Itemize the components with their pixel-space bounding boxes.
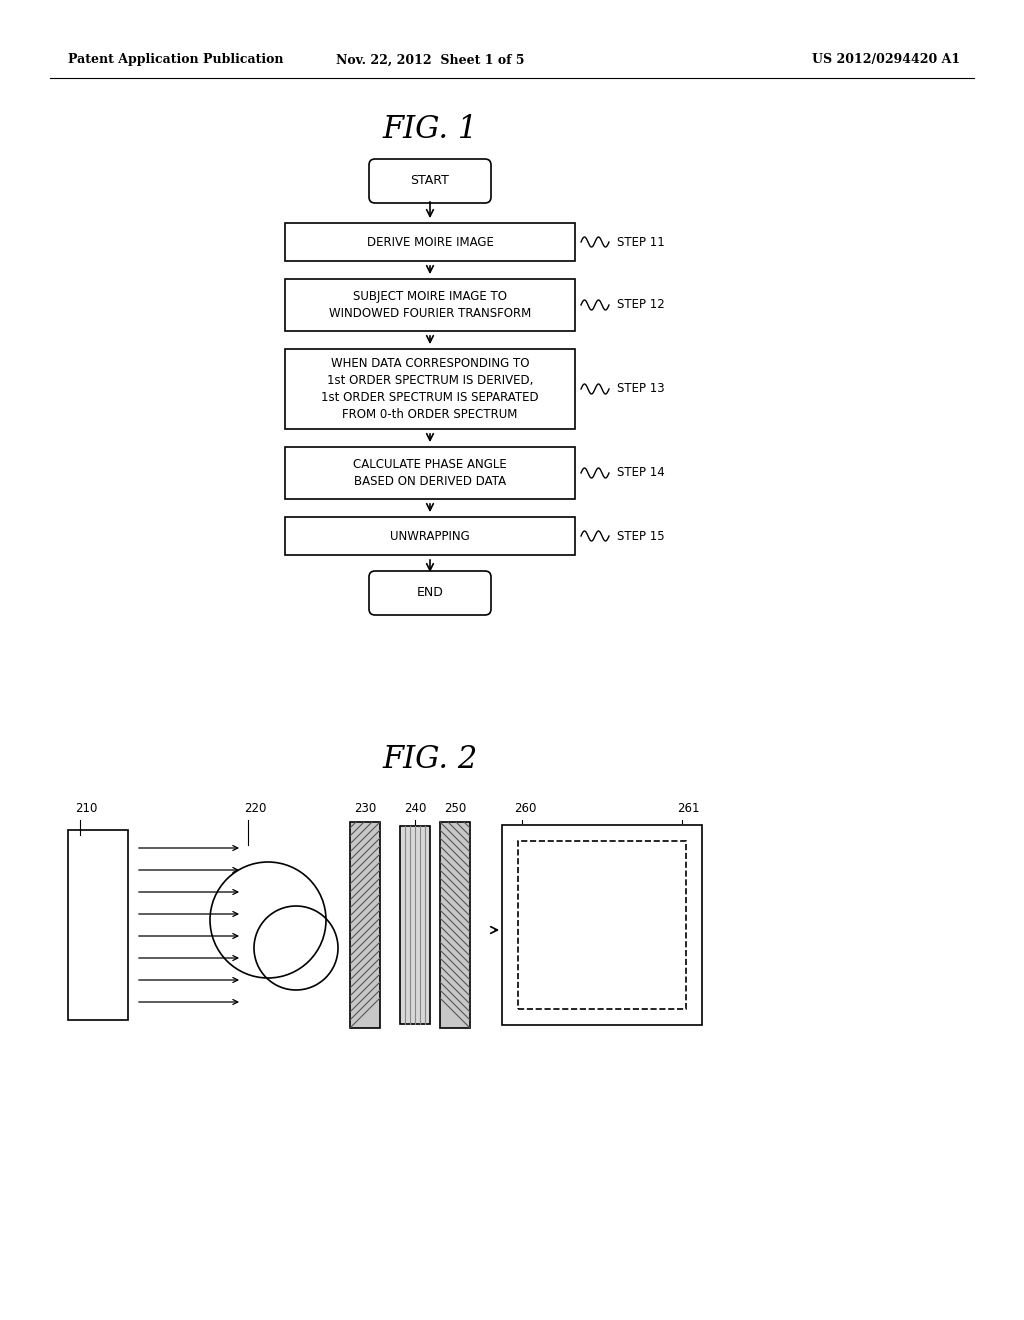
Text: SUBJECT MOIRE IMAGE TO
WINDOWED FOURIER TRANSFORM: SUBJECT MOIRE IMAGE TO WINDOWED FOURIER … [329,290,531,319]
Text: 230: 230 [354,801,376,814]
Text: END: END [417,586,443,599]
Text: 261: 261 [677,801,699,814]
Bar [285,223,575,261]
Bar [400,826,430,1024]
Text: 260: 260 [514,801,537,814]
Text: 250: 250 [443,801,466,814]
Text: STEP 11: STEP 11 [617,235,665,248]
Text: DERIVE MOIRE IMAGE: DERIVE MOIRE IMAGE [367,235,494,248]
Bar [440,822,470,1028]
Text: 240: 240 [403,801,426,814]
FancyBboxPatch shape [369,158,490,203]
Text: STEP 15: STEP 15 [617,529,665,543]
Bar [350,822,380,1028]
Text: Nov. 22, 2012  Sheet 1 of 5: Nov. 22, 2012 Sheet 1 of 5 [336,54,524,66]
Bar [350,822,380,1028]
Text: STEP 14: STEP 14 [617,466,665,479]
Bar [285,348,575,429]
Bar [285,517,575,554]
Text: UNWRAPPING: UNWRAPPING [390,529,470,543]
Bar [285,447,575,499]
Text: 220: 220 [244,801,266,814]
Text: WHEN DATA CORRESPONDING TO
1st ORDER SPECTRUM IS DERIVED,
1st ORDER SPECTRUM IS : WHEN DATA CORRESPONDING TO 1st ORDER SPE… [322,356,539,421]
Text: CALCULATE PHASE ANGLE
BASED ON DERIVED DATA: CALCULATE PHASE ANGLE BASED ON DERIVED D… [353,458,507,488]
Bar [68,830,128,1020]
Text: Patent Application Publication: Patent Application Publication [68,54,284,66]
Text: FIG. 2: FIG. 2 [382,744,477,776]
Text: FIG. 1: FIG. 1 [382,115,477,145]
Text: 210: 210 [75,801,97,814]
Text: START: START [411,174,450,187]
Bar [502,825,702,1026]
Text: STEP 13: STEP 13 [617,383,665,396]
Bar [285,279,575,331]
Text: STEP 12: STEP 12 [617,298,665,312]
Bar [518,841,686,1008]
FancyBboxPatch shape [369,572,490,615]
Text: US 2012/0294420 A1: US 2012/0294420 A1 [812,54,961,66]
